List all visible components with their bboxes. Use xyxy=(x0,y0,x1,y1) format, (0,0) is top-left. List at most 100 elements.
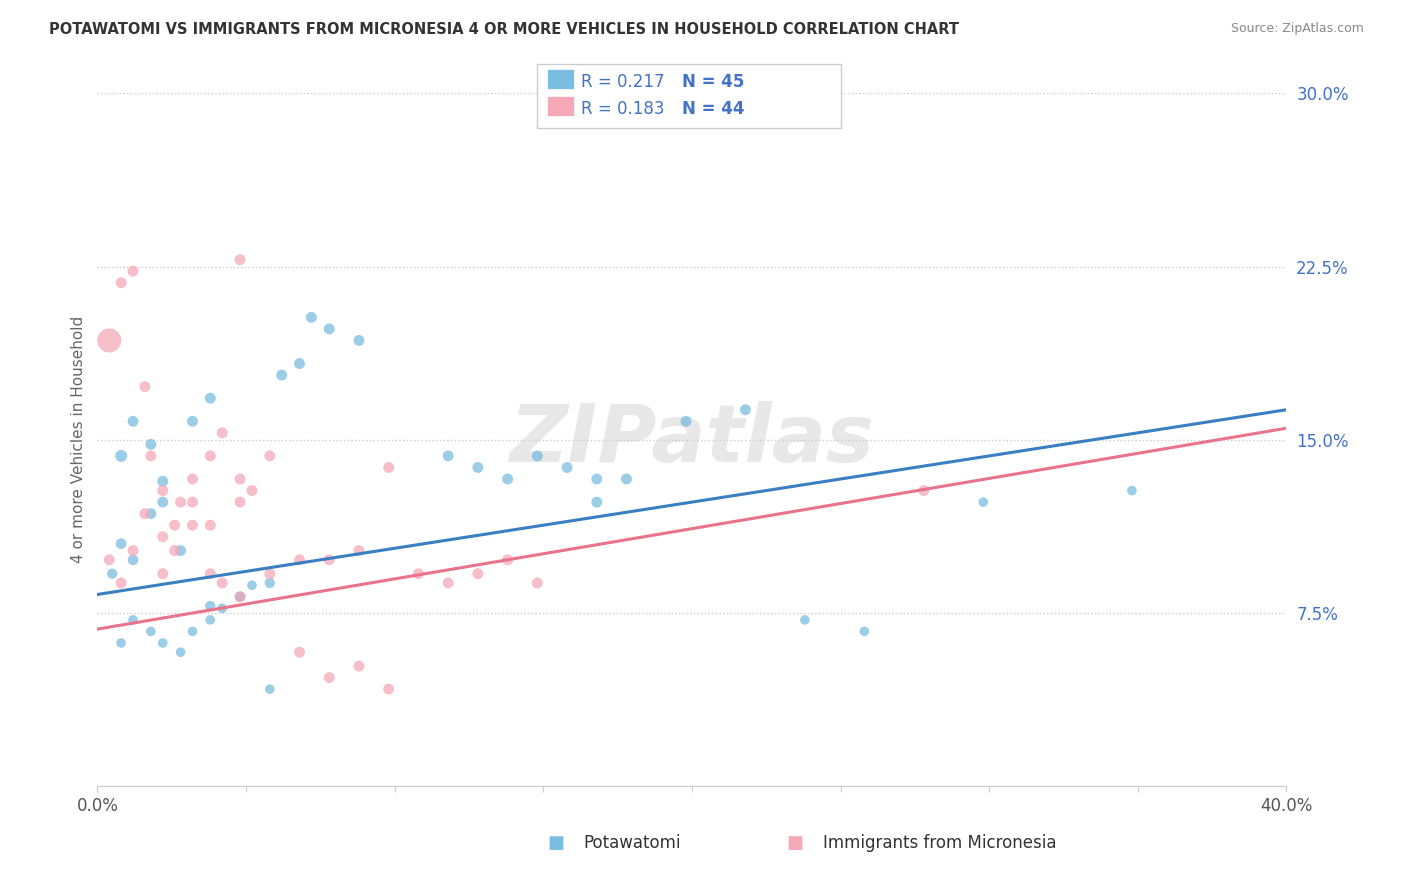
Point xyxy=(152,566,174,581)
Point xyxy=(200,566,222,581)
Point xyxy=(169,543,191,558)
Point xyxy=(496,553,519,567)
Point xyxy=(98,334,121,348)
Point xyxy=(110,449,132,463)
Point xyxy=(122,264,145,278)
Point xyxy=(377,682,399,697)
Text: ZIPatlas: ZIPatlas xyxy=(509,401,875,479)
Point xyxy=(139,507,162,521)
Point xyxy=(555,460,578,475)
Point xyxy=(211,601,233,615)
Point xyxy=(229,472,252,486)
Point xyxy=(259,682,281,697)
Point xyxy=(211,576,233,591)
Point xyxy=(181,495,204,509)
Point xyxy=(169,495,191,509)
Point xyxy=(288,357,311,371)
Point xyxy=(200,518,222,533)
Point xyxy=(467,460,489,475)
Text: Potawatomi: Potawatomi xyxy=(583,834,681,852)
Text: R = 0.183: R = 0.183 xyxy=(581,100,664,118)
Point xyxy=(408,566,430,581)
Point xyxy=(152,530,174,544)
Point xyxy=(240,578,263,592)
Point xyxy=(152,495,174,509)
Text: Immigrants from Micronesia: Immigrants from Micronesia xyxy=(823,834,1056,852)
Point xyxy=(229,252,252,267)
Point xyxy=(110,636,132,650)
Y-axis label: 4 or more Vehicles in Household: 4 or more Vehicles in Household xyxy=(72,316,86,564)
Point xyxy=(734,402,756,417)
Point xyxy=(377,460,399,475)
FancyBboxPatch shape xyxy=(547,96,574,116)
Point xyxy=(134,507,156,521)
Point xyxy=(122,543,145,558)
Point xyxy=(912,483,935,498)
Point xyxy=(134,379,156,393)
Point xyxy=(496,472,519,486)
Point xyxy=(299,310,322,325)
Point xyxy=(347,543,370,558)
Point xyxy=(259,566,281,581)
Point xyxy=(318,322,340,336)
Point xyxy=(163,543,186,558)
Point xyxy=(467,566,489,581)
Point xyxy=(526,576,548,591)
Text: N = 44: N = 44 xyxy=(682,100,744,118)
Point xyxy=(181,414,204,428)
Point xyxy=(122,613,145,627)
Point xyxy=(437,449,460,463)
Text: N = 45: N = 45 xyxy=(682,73,744,91)
Point xyxy=(972,495,994,509)
Point xyxy=(347,659,370,673)
Point xyxy=(200,449,222,463)
Point xyxy=(288,553,311,567)
Point xyxy=(675,414,697,428)
Point xyxy=(101,566,124,581)
Point xyxy=(853,624,876,639)
Text: ■: ■ xyxy=(786,834,803,852)
Point xyxy=(181,518,204,533)
Point xyxy=(259,449,281,463)
Point xyxy=(229,495,252,509)
Point xyxy=(259,576,281,591)
Point xyxy=(110,536,132,550)
Point xyxy=(437,576,460,591)
Point xyxy=(139,437,162,451)
Text: ■: ■ xyxy=(547,834,564,852)
Point xyxy=(200,391,222,405)
Point xyxy=(152,483,174,498)
Point xyxy=(347,334,370,348)
Point xyxy=(616,472,638,486)
Point xyxy=(122,553,145,567)
Point xyxy=(585,472,607,486)
Point xyxy=(169,645,191,659)
Point xyxy=(318,671,340,685)
Point xyxy=(163,518,186,533)
Point xyxy=(270,368,292,383)
Point xyxy=(211,425,233,440)
Point xyxy=(152,636,174,650)
Text: R = 0.217: R = 0.217 xyxy=(581,73,664,91)
Point xyxy=(110,576,132,591)
Point xyxy=(793,613,815,627)
Point xyxy=(318,553,340,567)
Point xyxy=(200,613,222,627)
FancyBboxPatch shape xyxy=(537,64,841,128)
FancyBboxPatch shape xyxy=(547,70,574,89)
Point xyxy=(229,590,252,604)
Text: Source: ZipAtlas.com: Source: ZipAtlas.com xyxy=(1230,22,1364,36)
Point xyxy=(229,590,252,604)
Text: POTAWATOMI VS IMMIGRANTS FROM MICRONESIA 4 OR MORE VEHICLES IN HOUSEHOLD CORRELA: POTAWATOMI VS IMMIGRANTS FROM MICRONESIA… xyxy=(49,22,959,37)
Point xyxy=(152,475,174,489)
Point xyxy=(181,472,204,486)
Point xyxy=(139,624,162,639)
Point xyxy=(585,495,607,509)
Point xyxy=(110,276,132,290)
Point xyxy=(229,590,252,604)
Point xyxy=(98,553,121,567)
Point xyxy=(288,645,311,659)
Point xyxy=(200,599,222,613)
Point xyxy=(122,414,145,428)
Point xyxy=(1121,483,1143,498)
